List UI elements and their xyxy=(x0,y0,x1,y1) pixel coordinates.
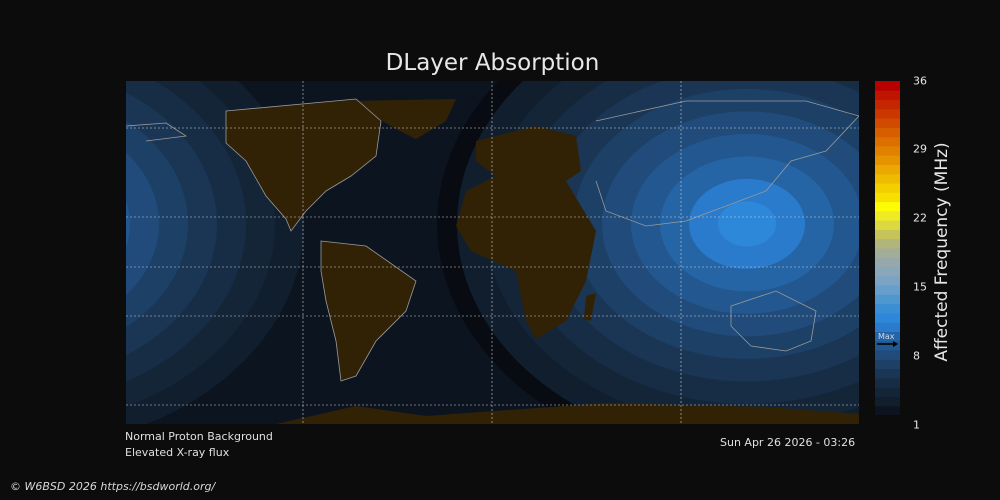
max-marker-label: Max xyxy=(878,332,895,341)
colorbar-segment xyxy=(875,266,900,277)
europe-africa xyxy=(456,126,596,339)
colorbar-segment xyxy=(875,183,900,193)
colorbar-segment xyxy=(875,99,900,110)
contour-level xyxy=(718,201,777,247)
colorbar-segment xyxy=(875,294,900,305)
colorbar-segment xyxy=(875,275,900,286)
antarctica xyxy=(276,403,859,424)
continents xyxy=(226,99,859,424)
colorbar-segment xyxy=(875,322,900,332)
greenland xyxy=(346,99,456,139)
coastlines xyxy=(126,98,859,382)
south-america xyxy=(321,241,416,381)
asia-coast xyxy=(595,100,859,227)
colorbar-segment xyxy=(875,229,900,240)
colorbar-segment xyxy=(875,359,900,370)
colorbar-segment xyxy=(875,164,900,175)
absorption-map xyxy=(126,81,859,424)
colorbar-label: Affected Frequency (MHz) xyxy=(932,142,952,362)
colorbar-segment xyxy=(875,368,900,379)
colorbar-tick: 15 xyxy=(913,280,927,294)
colorbar-segment xyxy=(875,108,900,119)
colorbar-segment xyxy=(875,210,900,221)
xray-status: Elevated X-ray flux xyxy=(125,446,230,459)
colorbar-segment xyxy=(875,81,900,91)
madagascar xyxy=(584,293,596,321)
colorbar-segment xyxy=(875,192,900,203)
colorbar-segment xyxy=(875,303,900,314)
colorbar-tick: 8 xyxy=(913,349,920,363)
colorbar-segment xyxy=(875,145,900,156)
colorbar-segment xyxy=(875,312,900,323)
australia-coast xyxy=(730,290,817,352)
contour-level xyxy=(126,152,159,296)
colorbar-segment xyxy=(875,220,900,230)
colorbar-segment xyxy=(875,396,900,407)
colorbar-segment xyxy=(875,377,900,388)
colorbar-segment xyxy=(875,238,900,249)
colorbar-tick: 22 xyxy=(913,211,927,225)
proton-status: Normal Proton Background xyxy=(125,430,273,443)
colorbar-segment xyxy=(875,173,900,184)
copyright: © W6BSD 2026 https://bsdworld.org/ xyxy=(10,480,216,493)
colorbar-segment xyxy=(875,331,900,342)
colorbar-segment xyxy=(875,350,900,360)
colorbar-segment xyxy=(875,127,900,138)
max-arrow-icon xyxy=(877,341,898,347)
colorbar-segment xyxy=(875,248,900,258)
colorbar-segment xyxy=(875,155,900,165)
colorbar-segment xyxy=(875,387,900,397)
colorbar-segment xyxy=(875,136,900,147)
chart-title: DLayer Absorption xyxy=(385,50,600,76)
timestamp: Sun Apr 26 2026 - 03:26 xyxy=(720,436,856,449)
colorbar-tick: 36 xyxy=(913,74,927,88)
north-america xyxy=(226,99,381,231)
colorbar-segment xyxy=(875,257,900,268)
colorbar xyxy=(875,81,900,415)
graticule xyxy=(126,81,859,424)
contour-level xyxy=(126,200,130,248)
colorbar-segment xyxy=(875,118,900,128)
colorbar-tick: 1 xyxy=(913,418,920,432)
colorbar-segment xyxy=(875,201,900,212)
colorbar-segment xyxy=(875,340,900,351)
colorbar-segment xyxy=(875,285,900,295)
colorbar-tick: 29 xyxy=(913,142,927,156)
colorbar-segment xyxy=(875,405,900,415)
colorbar-segment xyxy=(875,90,900,101)
